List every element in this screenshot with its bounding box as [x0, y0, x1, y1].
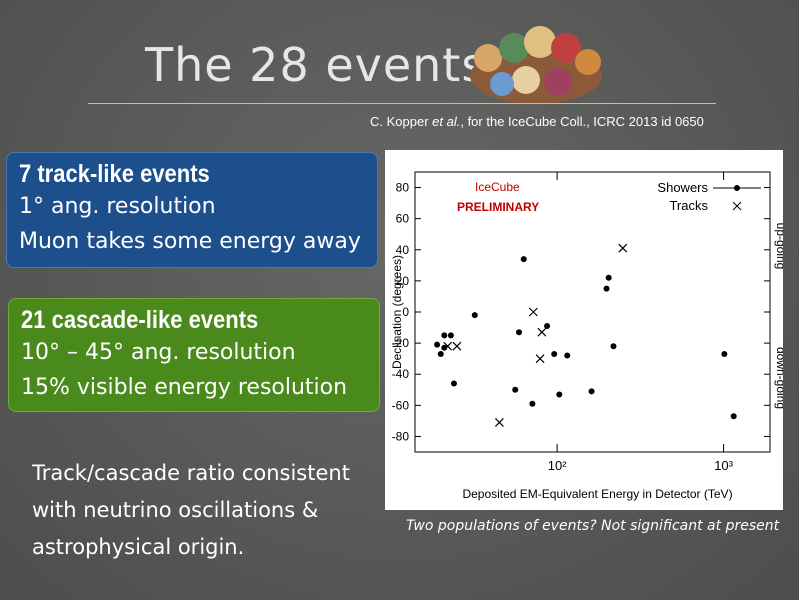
- shower-point: [450, 380, 457, 387]
- cascade-box: 21 cascade-like events 10° – 45° ang. re…: [8, 298, 380, 412]
- shower-point: [515, 329, 522, 336]
- shower-point: [544, 323, 551, 329]
- title-rule: [88, 103, 716, 104]
- shower-point: [588, 388, 595, 395]
- body-line: astrophysical origin.: [32, 535, 245, 559]
- y-tick-label: -40: [392, 367, 410, 381]
- y-tick-label: -20: [392, 336, 410, 350]
- citation-part: C. Kopper: [370, 114, 433, 129]
- shower-point: [520, 256, 527, 263]
- track-point: [443, 341, 453, 351]
- track-point: [528, 307, 538, 317]
- shower-point: [434, 341, 441, 348]
- chart: -80 -60 -40 -20 0 20 40 60 80 10² 10³ Deposited EM-…: [385, 150, 783, 510]
- y-tick-label: 60: [396, 212, 410, 226]
- y-tick-label: 40: [396, 243, 410, 257]
- shower-point: [564, 352, 571, 359]
- y-tick-label: -80: [392, 429, 410, 443]
- shower-point: [721, 351, 728, 357]
- track-point: [452, 341, 462, 351]
- annotation: down-going: [774, 347, 783, 409]
- citation-part: , for the IceCube Coll., ICRC 2013 id 06…: [460, 114, 704, 129]
- citation-part: et al.: [432, 114, 461, 129]
- shower-point: [529, 400, 536, 407]
- shower-point: [610, 343, 617, 350]
- x-tick-label: 10³: [714, 458, 733, 473]
- y-tick-label: 80: [396, 181, 410, 195]
- shower-point: [551, 351, 558, 357]
- body-text: Track/cascade ratio consistent with neut…: [32, 455, 350, 566]
- legend-label: Tracks: [669, 198, 708, 213]
- legend-marker: [732, 201, 742, 211]
- track-point: [535, 354, 545, 364]
- body-line: Track/cascade ratio consistent: [32, 461, 350, 485]
- box-line: 15% visible energy resolution: [21, 375, 348, 400]
- shower-point: [556, 391, 563, 398]
- annotation: PRELIMINARY: [457, 200, 539, 214]
- y-tick-label: -60: [392, 398, 410, 412]
- box-heading: 7 track-like events: [19, 160, 210, 188]
- x-axis-label: Deposited EM-Equivalent Energy in Detect…: [462, 487, 732, 501]
- citation: C. Kopper et al., for the IceCube Coll.,…: [370, 114, 704, 129]
- shower-point: [447, 332, 454, 339]
- box-line: Muon takes some energy away: [19, 229, 361, 254]
- muppets-image: [470, 26, 602, 104]
- shower-point: [471, 312, 478, 319]
- y-axis-label: Declination (degrees): [390, 255, 404, 369]
- box-line: 10° – 45° ang. resolution: [21, 340, 296, 365]
- shower-point: [441, 332, 448, 339]
- annotation: IceCube: [475, 180, 520, 194]
- shower-point: [730, 413, 737, 420]
- shower-point: [512, 386, 519, 393]
- shower-point: [441, 344, 448, 351]
- track-point: [537, 327, 547, 337]
- track-point: [618, 243, 628, 253]
- x-tick-label: 10²: [548, 458, 567, 473]
- box-heading: 21 cascade-like events: [21, 306, 259, 334]
- caption: Two populations of events? Not significa…: [406, 518, 780, 534]
- track-point: [494, 418, 504, 427]
- shower-point: [437, 351, 444, 357]
- box-line: 1° ang. resolution: [19, 194, 216, 219]
- shower-point: [603, 285, 610, 292]
- legend-label: Showers: [657, 180, 708, 195]
- legend-marker: [734, 185, 740, 191]
- body-line: with neutrino oscillations &: [32, 498, 319, 522]
- track-box: 7 track-like events 1° ang. resolution M…: [6, 152, 378, 268]
- y-tick-label: 0: [402, 305, 409, 319]
- shower-point: [605, 274, 612, 281]
- chart-background: [385, 150, 783, 510]
- annotation: up-going: [774, 223, 783, 270]
- y-tick-label: 20: [396, 274, 410, 288]
- slide-title: The 28 events:: [145, 38, 503, 92]
